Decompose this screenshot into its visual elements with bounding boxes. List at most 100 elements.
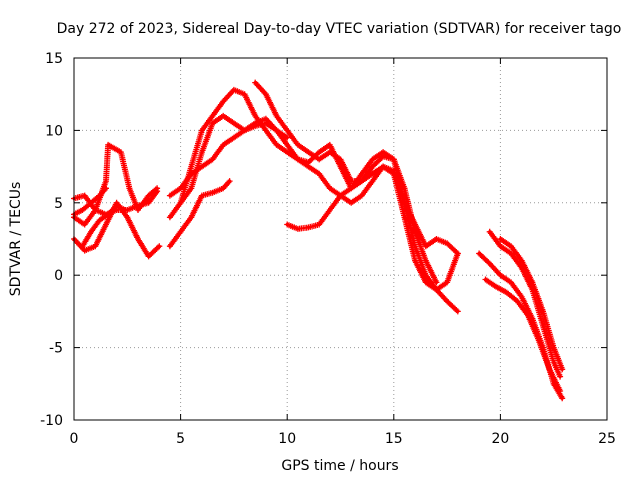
data-point [93,208,97,212]
data-point [381,165,385,169]
data-point [445,299,449,303]
data-point [360,193,364,198]
data-point [210,191,215,195]
data-point [264,121,268,125]
data-point [189,186,193,190]
data-point [515,299,520,303]
data-point [155,189,159,193]
data-point [136,204,140,208]
y-tick-label: 5 [54,196,63,212]
data-point [306,165,311,169]
data-point [434,288,439,292]
data-point [93,244,97,248]
data-point [456,251,460,256]
data-point [434,237,439,241]
x-tick-label: 10 [278,431,296,447]
data-point [104,179,108,183]
data-point [456,309,460,313]
series-markers [166,86,461,315]
data-point [317,157,321,161]
y-tick-label: -5 [49,341,63,357]
data-point [123,208,127,212]
data-point [349,179,353,183]
data-point [392,169,396,173]
data-point [221,114,225,118]
data-point [189,172,193,176]
data-point [119,150,123,154]
data-point [136,208,140,212]
data-point [547,367,552,371]
data-point [328,186,332,190]
data-point [552,346,556,350]
data-point [541,324,545,328]
series-track-1 [71,141,161,228]
data-point [498,273,502,277]
data-point [168,244,172,248]
data-point [125,215,129,219]
data-point [477,251,481,256]
data-point [210,157,215,161]
data-point [179,230,183,234]
data-point [200,193,204,198]
data-point [424,244,428,248]
series-markers [497,236,566,373]
data-point [552,360,556,364]
y-axis-label: SDTVAR / TECUs [8,182,24,297]
data-point [392,157,396,161]
data-point [483,277,488,282]
y-tick-label: 15 [45,51,63,67]
series-track-10 [252,79,440,286]
data-point [526,314,530,318]
data-point [253,81,257,85]
x-tick-label: 15 [385,431,403,447]
data-point [338,193,343,198]
data-point [509,244,513,248]
data-point [189,215,193,219]
series-markers [71,141,161,228]
data-point [179,186,183,190]
data-point [89,201,93,205]
data-point [147,254,151,258]
data-point [274,128,279,132]
data-point [221,143,225,147]
data-point [509,280,513,285]
data-point [558,374,562,379]
data-point [296,227,300,231]
data-point [179,201,183,205]
data-point [328,150,332,154]
y-tick-label: -10 [40,413,63,429]
data-point [200,165,204,169]
data-point [200,128,204,132]
data-point [147,193,151,198]
data-point [147,201,151,205]
data-point [370,179,375,183]
x-tick-label: 0 [70,431,79,447]
data-point [306,160,311,164]
series-track-6 [166,86,461,315]
x-tick-label: 20 [491,431,509,447]
data-point [402,215,407,219]
data-marks [71,79,566,402]
data-point [370,172,375,176]
data-point [381,154,385,159]
data-point [488,230,492,234]
data-point [232,121,236,125]
data-point [104,222,108,227]
data-point [253,124,257,128]
data-point [83,193,87,198]
data-point [338,157,343,161]
x-axis-label: GPS time / hours [281,458,398,474]
data-point [274,143,279,147]
data-point [97,193,102,198]
data-point [106,143,110,147]
data-point [498,237,502,241]
data-point [210,114,215,118]
data-point [274,114,279,118]
series-track-15 [497,236,566,373]
data-point [558,389,562,393]
data-point [285,150,289,154]
data-point [520,295,524,299]
data-point [221,99,225,104]
data-point [317,172,321,176]
